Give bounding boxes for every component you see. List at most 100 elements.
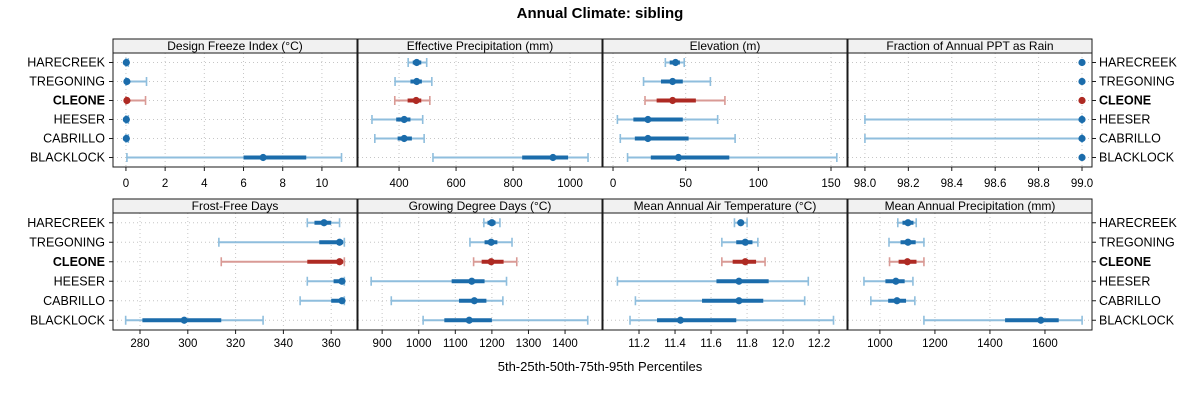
x-tick-label: 98.8 <box>1027 178 1049 190</box>
x-tick-label: 98.4 <box>941 178 964 190</box>
panel-strip-title: Design Freeze Index (°C) <box>167 39 303 53</box>
x-tick-label: 1600 <box>1032 338 1058 350</box>
site-label-right-cleone: CLEONE <box>1099 94 1151 108</box>
site-label-left-tregoning: TREGONING <box>29 235 105 249</box>
series-heeser <box>616 276 810 286</box>
panel-border <box>357 212 603 331</box>
panel-strip-title: Growing Degree Days (°C) <box>409 199 552 213</box>
series-heeser <box>863 276 914 286</box>
panel-mean-annual-precipitation-mm: Mean Annual Precipitation (mm) 1000 1200 14… <box>847 198 1096 350</box>
median-dot <box>180 316 188 324</box>
x-axis-caption: 5th-25th-50th-75th-95th Percentiles <box>497 359 703 374</box>
series-tregoning <box>642 77 712 86</box>
x-tick-label: 98.2 <box>897 178 919 190</box>
median-dot <box>335 238 344 246</box>
median-dot <box>1078 115 1086 124</box>
median-dot <box>671 58 680 67</box>
series-harecreek <box>1078 58 1086 67</box>
x-tick-label: 11.4 <box>664 338 686 350</box>
x-tick-label: 12.2 <box>808 338 830 350</box>
panel-effective-precipitation-mm: Effective Precipitation (mm) 400 600 800 100… <box>357 38 603 190</box>
series-tregoning <box>218 237 346 247</box>
series-harecreek <box>122 58 130 67</box>
series-cleone <box>721 257 766 267</box>
x-tick-label: 11.8 <box>736 338 758 350</box>
x-tick-label: 99.0 <box>1071 178 1093 190</box>
series-blacklock <box>432 153 589 162</box>
site-label-left-cabrillo: CABRILLO <box>43 132 105 146</box>
series-cleone <box>1078 96 1086 105</box>
x-tick-label: 98.6 <box>984 178 1006 190</box>
x-tick-label: 320 <box>226 338 245 350</box>
panel-frost-free-days: Frost-Free Days 280 300 320 340 360 <box>109 198 358 350</box>
site-label-right-cleone: CLEONE <box>1099 255 1151 269</box>
series-cabrillo <box>619 134 736 143</box>
x-tick-label: 600 <box>446 178 465 190</box>
site-label-right-heeser: HEESER <box>1099 274 1150 288</box>
series-cleone <box>644 96 726 105</box>
series-heeser <box>122 115 130 124</box>
panel-strip-title: Fraction of Annual PPT as Rain <box>886 39 1053 53</box>
series-cleone <box>472 257 518 267</box>
x-tick-label: 4 <box>201 178 208 190</box>
panel-border <box>847 212 1093 331</box>
panel-fraction-of-annual-ppt-as-rain: Fraction of Annual PPT as Rain 98.0 98.2 98… <box>847 38 1096 190</box>
panel-border <box>602 212 848 331</box>
chart-title: Annual Climate: sibling <box>516 5 684 22</box>
x-tick-label: 11.2 <box>628 338 650 350</box>
panel-strip-title: Frost-Free Days <box>192 199 279 213</box>
x-tick-label: 98.0 <box>854 178 876 190</box>
x-tick-label: 11.6 <box>700 338 722 350</box>
median-dot <box>338 297 346 305</box>
panel-strip-title: Mean Annual Air Temperature (°C) <box>634 199 817 213</box>
median-dot <box>549 153 557 162</box>
panel-border <box>112 212 358 331</box>
series-blacklock <box>422 315 589 325</box>
site-label-left-harecreek: HARECREEK <box>27 56 105 70</box>
median-dot <box>904 238 912 246</box>
median-dot <box>468 277 476 285</box>
x-tick-label: 150 <box>821 178 840 190</box>
series-cabrillo <box>299 296 346 306</box>
median-dot <box>320 219 328 227</box>
series-blacklock <box>126 153 343 162</box>
x-tick-label: 1000 <box>557 178 583 190</box>
series-harecreek <box>896 218 918 228</box>
panel-border <box>112 52 358 168</box>
site-label-left-cleone: CLEONE <box>53 255 105 269</box>
x-tick-label: 1100 <box>443 338 468 350</box>
series-heeser <box>306 276 346 286</box>
series-blacklock <box>629 315 835 325</box>
series-harecreek <box>407 58 428 67</box>
median-dot <box>470 297 478 305</box>
series-blacklock <box>923 315 1083 325</box>
median-dot <box>644 115 652 124</box>
series-cabrillo <box>870 296 916 306</box>
x-tick-label: 400 <box>389 178 408 190</box>
median-dot <box>741 238 749 246</box>
median-dot <box>892 277 900 285</box>
median-dot <box>1078 58 1086 67</box>
median-dot <box>400 134 408 143</box>
median-dot <box>123 77 131 86</box>
site-label-left-tregoning: TREGONING <box>29 75 105 89</box>
series-harecreek <box>306 218 341 228</box>
x-tick-label: 0 <box>123 178 129 190</box>
panel-strip-title: Elevation (m) <box>690 39 761 53</box>
series-cleone <box>123 96 147 105</box>
site-label-right-blacklock: BLACKLOCK <box>1099 313 1175 327</box>
x-tick-label: 12.0 <box>772 338 794 350</box>
panel-border <box>357 52 603 168</box>
series-tregoning <box>888 237 925 247</box>
series-tregoning <box>469 237 513 247</box>
panel-border <box>602 52 848 168</box>
series-heeser <box>370 276 508 286</box>
panel-elevation-m: Elevation (m) 0 50 100 150 <box>602 38 848 190</box>
median-dot <box>487 238 495 246</box>
series-blacklock <box>626 153 838 162</box>
site-label-right-heeser: HEESER <box>1099 113 1150 127</box>
series-cabrillo <box>864 134 1086 143</box>
series-heeser <box>864 115 1086 124</box>
site-label-left-heeser: HEESER <box>54 113 105 127</box>
median-dot <box>674 153 683 162</box>
